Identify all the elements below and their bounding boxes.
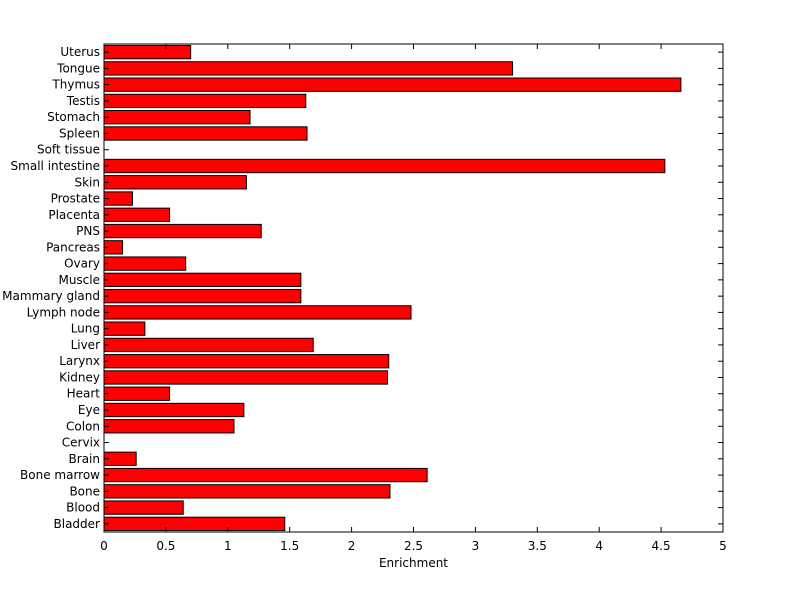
bar	[103, 175, 247, 190]
bar	[103, 223, 262, 239]
y-tick-label: Heart	[67, 387, 101, 401]
y-tick-label: Soft tissue	[37, 143, 100, 157]
bar	[103, 419, 235, 434]
y-tick-label: Small intestine	[11, 159, 100, 173]
x-tick-label: 4.5	[652, 539, 671, 553]
y-tick-label: PNS	[76, 224, 100, 238]
y-tick-label: Kidney	[59, 370, 100, 384]
y-tick-label: Mammary gland	[2, 289, 100, 303]
bar	[103, 370, 388, 385]
bar	[103, 402, 245, 418]
y-tick-label: Bone	[69, 484, 100, 498]
bar	[103, 305, 412, 320]
y-tick-label: Bone marrow	[20, 468, 100, 482]
bar	[103, 44, 192, 60]
x-axis-label: Enrichment	[379, 556, 448, 570]
bar	[103, 272, 302, 288]
x-tick-label: 1.5	[280, 539, 299, 553]
y-tick-label: Testis	[66, 94, 100, 108]
bar	[103, 256, 187, 271]
y-tick-label: Uterus	[60, 45, 100, 59]
x-tick-label: 4	[595, 539, 603, 553]
x-tick-label: 3	[472, 539, 480, 553]
y-tick-label: Lymph node	[27, 305, 100, 319]
y-tick-label: Larynx	[59, 354, 100, 368]
bar	[103, 77, 682, 92]
y-tick-label: Colon	[66, 419, 100, 433]
x-tick-label: 0	[100, 539, 108, 553]
bar	[103, 516, 286, 532]
bar	[103, 61, 514, 76]
bar	[103, 110, 251, 125]
bar	[103, 158, 666, 174]
x-tick-label: 2.5	[404, 539, 423, 553]
bar	[103, 354, 390, 369]
y-tick-label: Bladder	[54, 517, 101, 531]
y-tick-label: Prostate	[51, 192, 100, 206]
y-tick-label: Lung	[71, 322, 100, 336]
bar	[103, 500, 184, 515]
y-tick-label: Brain	[69, 452, 100, 466]
y-tick-label: Ovary	[64, 257, 100, 271]
bar	[103, 321, 146, 336]
x-tick-label: 3.5	[528, 539, 547, 553]
bar	[103, 126, 308, 141]
x-tick-label: 2	[348, 539, 356, 553]
bar	[103, 484, 391, 499]
y-tick-label: Cervix	[62, 436, 100, 450]
labels-layer: Uterus Tongue Thymus Testis Stomach Spleen Sof…	[2, 45, 727, 553]
y-tick-label: Thymus	[51, 78, 100, 92]
y-tick-label: Tongue	[56, 61, 100, 75]
bar	[103, 93, 307, 109]
y-tick-label: Blood	[66, 501, 100, 515]
plot-frame	[103, 43, 724, 533]
y-tick-label: Muscle	[58, 273, 100, 287]
y-tick-label: Stomach	[47, 110, 100, 124]
bar	[103, 288, 302, 304]
y-tick-label: Pancreas	[46, 240, 100, 254]
bar	[103, 337, 314, 353]
x-tick-label: 0.5	[156, 539, 175, 553]
bar	[103, 386, 171, 401]
bar	[103, 207, 171, 222]
bar	[103, 467, 428, 483]
y-tick-label: Placenta	[48, 208, 100, 222]
x-tick-label: 1	[224, 539, 232, 553]
y-tick-label: Eye	[78, 403, 100, 417]
x-tick-label: 5	[719, 539, 727, 553]
y-tick-label: Spleen	[59, 126, 100, 140]
y-tick-label: Skin	[74, 175, 100, 189]
y-tick-label: Liver	[71, 338, 101, 352]
